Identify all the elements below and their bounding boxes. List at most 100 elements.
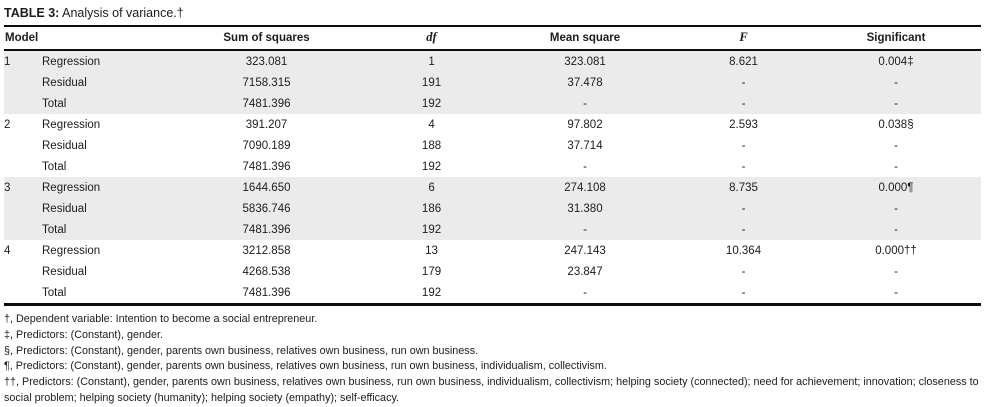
f-cell: 8.621 [676, 50, 812, 72]
footnote-double-dagger: ‡, Predictors: (Constant), gender. [4, 328, 164, 341]
table-row: Total 7481.396 192 - - - [4, 93, 982, 114]
df-cell: 188 [421, 139, 442, 152]
significant-cell: - [894, 286, 898, 299]
df-cell: 179 [421, 265, 442, 278]
model-number-cell [4, 261, 42, 282]
f-cell: - [676, 93, 812, 114]
col-header-mean-square: Mean square [494, 27, 677, 51]
mean-square-cell: 31.380 [494, 198, 677, 219]
mean-square-cell: 247.143 [564, 244, 606, 257]
df-cell: 13 [425, 244, 438, 257]
row-label-cell: Total [42, 93, 165, 114]
f-cell: - [741, 139, 746, 152]
sum-of-squares-cell: 3212.858 [242, 244, 291, 257]
row-label-cell: Residual [42, 265, 87, 278]
row-label-cell: Regression [42, 50, 165, 72]
f-cell: - [741, 160, 746, 173]
mean-square-cell: 274.108 [494, 177, 677, 198]
table-title-label: TABLE 3: [4, 6, 60, 20]
mean-square-cell: - [494, 93, 677, 114]
footnote-section-sign: §, Predictors: (Constant), gender, paren… [4, 344, 479, 357]
table-row: Total 7481.396 192 - - - [4, 282, 981, 305]
significant-cell: - [811, 93, 982, 114]
table-row: Total 7481.396 192 - - - [4, 156, 981, 177]
table-row: Residual 4268.538 179 23.847 - - [4, 261, 981, 282]
sum-of-squares-cell: 7158.315 [164, 72, 370, 93]
footnote-dagger: †, Dependent variable: Intention to beco… [4, 313, 318, 325]
row-label-cell: Total [42, 286, 67, 299]
df-cell: 192 [369, 219, 495, 240]
f-cell: 10.364 [725, 244, 762, 257]
df-cell: 1 [369, 50, 495, 72]
mean-square-cell: 37.714 [567, 139, 603, 152]
sum-of-squares-cell: 7481.396 [242, 286, 291, 299]
mean-square-cell: 97.802 [567, 118, 603, 131]
table-row: Residual 7090.189 188 37.714 - - [4, 135, 981, 156]
col-header-sum-of-squares: Sum of squares [164, 27, 370, 51]
significant-cell: - [811, 198, 982, 219]
model-number-cell: 3 [4, 177, 42, 198]
col-header-significant: Significant [811, 27, 982, 51]
df-cell: 192 [421, 160, 442, 173]
significant-cell: - [811, 219, 982, 240]
df-cell: 186 [369, 198, 495, 219]
df-cell: 192 [421, 286, 442, 299]
df-cell: 4 [428, 118, 435, 131]
sum-of-squares-cell: 7481.396 [164, 93, 370, 114]
row-label-cell: Total [42, 160, 67, 173]
footnotes-section: †, Dependent variable: Intention to beco… [4, 306, 981, 407]
row-label-cell: Residual [42, 72, 165, 93]
f-cell: 8.735 [676, 177, 812, 198]
significant-cell: 0.004‡ [811, 50, 982, 72]
sum-of-squares-cell: 7090.189 [242, 139, 291, 152]
mean-square-cell: - [494, 219, 677, 240]
anova-table: Model Sum of squares df Mean square F Si… [4, 27, 982, 306]
row-label-cell: Residual [42, 139, 87, 152]
table-row: Total 7481.396 192 - - - [4, 219, 982, 240]
model-number-cell [4, 219, 42, 240]
table-row: Residual 5836.746 186 31.380 - - [4, 198, 982, 219]
f-cell: 2.593 [729, 118, 758, 131]
sum-of-squares-cell: 1644.650 [164, 177, 370, 198]
col-header-model: Model [4, 27, 165, 51]
header-row: Model Sum of squares df Mean square F Si… [4, 27, 982, 51]
f-cell: - [676, 72, 812, 93]
df-cell: 6 [369, 177, 495, 198]
table-title-text: Analysis of variance.† [59, 6, 184, 20]
f-cell: - [741, 286, 746, 299]
row-label-cell: Regression [42, 244, 101, 257]
mean-square-cell: 323.081 [494, 50, 677, 72]
df-cell: 191 [369, 72, 495, 93]
significant-cell: - [811, 72, 982, 93]
table-row: 2 Regression 391.207 4 97.802 2.593 0.03… [4, 114, 981, 135]
row-label-cell: Regression [42, 118, 101, 131]
col-header-f: F [676, 27, 812, 51]
model-number-cell [4, 135, 42, 156]
table-row: Residual 7158.315 191 37.478 - - [4, 72, 982, 93]
model-number-cell: 4 [4, 244, 11, 257]
footnote-pilcrow: ¶, Predictors: (Constant), gender, paren… [4, 360, 607, 373]
model-number-cell [4, 93, 42, 114]
model-number-cell [4, 198, 42, 219]
mean-square-cell: - [583, 160, 587, 173]
model-number-cell: 1 [4, 50, 42, 72]
sum-of-squares-cell: 7481.396 [242, 160, 291, 173]
col-header-df: df [369, 27, 495, 51]
sum-of-squares-cell: 7481.396 [164, 219, 370, 240]
f-cell: - [676, 219, 812, 240]
model-number-cell [4, 282, 42, 305]
table-row: 3 Regression 1644.650 6 274.108 8.735 0.… [4, 177, 982, 198]
significant-cell: 0.000†† [875, 244, 917, 257]
significant-cell: 0.038§ [878, 118, 914, 131]
significant-cell: - [894, 160, 898, 173]
row-label-cell: Regression [42, 177, 165, 198]
row-label-cell: Total [42, 219, 165, 240]
f-cell: - [676, 198, 812, 219]
mean-square-cell: 37.478 [494, 72, 677, 93]
f-cell: - [741, 265, 746, 278]
table-title: TABLE 3: Analysis of variance.† [4, 4, 981, 27]
sum-of-squares-cell: 5836.746 [164, 198, 370, 219]
table-row: 4 Regression 3212.858 13 247.143 10.364 … [4, 240, 981, 261]
row-label-cell: Residual [42, 198, 165, 219]
